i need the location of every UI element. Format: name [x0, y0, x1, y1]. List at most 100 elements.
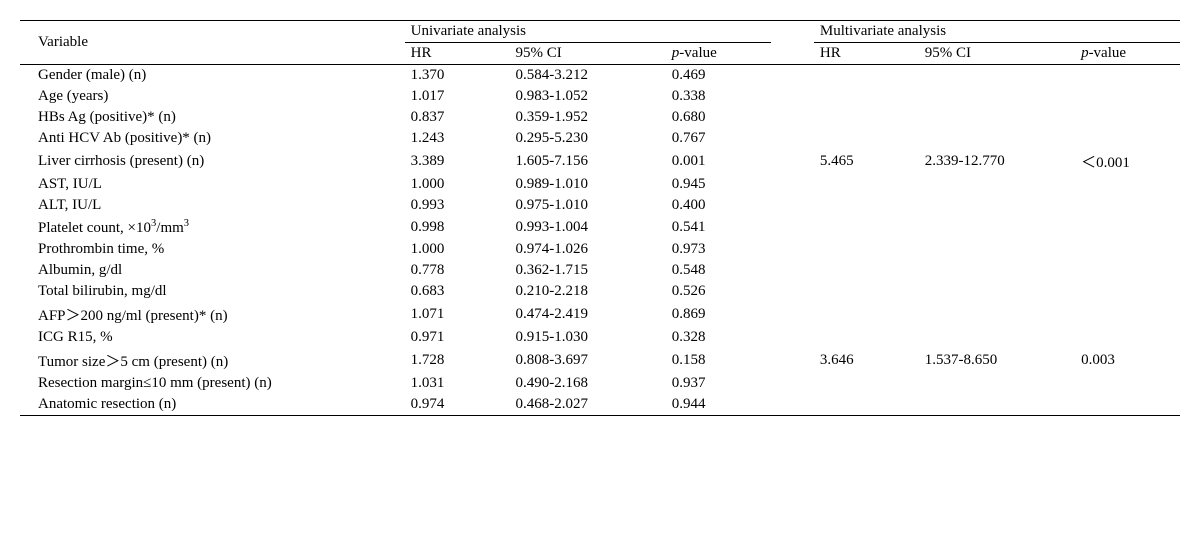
cell-uni-p: 0.973	[666, 239, 771, 260]
cell-multi-hr	[814, 327, 919, 348]
col-header-uni-ci: 95% CI	[510, 43, 666, 65]
cell-uni-hr: 0.998	[405, 216, 510, 239]
cell-variable: Anatomic resection (n)	[20, 394, 405, 416]
cell-uni-p: 0.869	[666, 302, 771, 327]
col-header-uni-hr: HR	[405, 43, 510, 65]
cell-variable: Platelet count, ×103/mm3	[20, 216, 405, 239]
cell-uni-p: 0.767	[666, 128, 771, 149]
cell-uni-ci: 0.584-3.212	[510, 65, 666, 87]
table-row: HBs Ag (positive)* (n)0.8370.359-1.9520.…	[20, 107, 1180, 128]
table-row: ICG R15, %0.9710.915-1.0300.328	[20, 327, 1180, 348]
table-body: Gender (male) (n)1.3700.584-3.2120.469Ag…	[20, 65, 1180, 416]
table-row: Total bilirubin, mg/dl0.6830.210-2.2180.…	[20, 281, 1180, 302]
cell-multi-hr	[814, 195, 919, 216]
table-row: Platelet count, ×103/mm30.9980.993-1.004…	[20, 216, 1180, 239]
cell-variable: Gender (male) (n)	[20, 65, 405, 87]
cell-multi-hr	[814, 128, 919, 149]
cell-uni-ci: 0.295-5.230	[510, 128, 666, 149]
cell-uni-hr: 0.974	[405, 394, 510, 416]
cell-multi-hr	[814, 107, 919, 128]
cell-multi-ci	[919, 86, 1075, 107]
cell-multi-p	[1075, 260, 1180, 281]
cell-uni-p: 0.945	[666, 174, 771, 195]
table-row: ALT, IU/L0.9930.975-1.0100.400	[20, 195, 1180, 216]
cell-uni-ci: 0.974-1.026	[510, 239, 666, 260]
cell-uni-p: 0.338	[666, 86, 771, 107]
col-group-univariate: Univariate analysis	[405, 21, 771, 43]
cell-multi-ci	[919, 216, 1075, 239]
cell-uni-hr: 0.993	[405, 195, 510, 216]
cell-multi-p	[1075, 128, 1180, 149]
cell-multi-ci: 2.339-12.770	[919, 149, 1075, 174]
cell-variable: Age (years)	[20, 86, 405, 107]
cell-gap	[771, 327, 814, 348]
cell-uni-ci: 1.605-7.156	[510, 149, 666, 174]
table-row: AST, IU/L1.0000.989-1.0100.945	[20, 174, 1180, 195]
cell-gap	[771, 348, 814, 373]
cell-multi-ci	[919, 281, 1075, 302]
table-row: Albumin, g/dl0.7780.362-1.7150.548	[20, 260, 1180, 281]
cell-uni-p: 0.944	[666, 394, 771, 416]
table-row: Gender (male) (n)1.3700.584-3.2120.469	[20, 65, 1180, 87]
cell-multi-p	[1075, 327, 1180, 348]
cell-gap	[771, 239, 814, 260]
cell-uni-p: 0.680	[666, 107, 771, 128]
cell-variable: AST, IU/L	[20, 174, 405, 195]
cell-gap	[771, 107, 814, 128]
cell-uni-hr: 0.971	[405, 327, 510, 348]
cell-gap	[771, 216, 814, 239]
cell-multi-p: 0.003	[1075, 348, 1180, 373]
cell-uni-hr: 0.683	[405, 281, 510, 302]
cell-uni-ci: 0.808-3.697	[510, 348, 666, 373]
cell-multi-hr	[814, 281, 919, 302]
cell-gap	[771, 86, 814, 107]
cell-multi-ci	[919, 107, 1075, 128]
cell-multi-ci	[919, 128, 1075, 149]
cell-multi-hr	[814, 394, 919, 416]
cell-multi-p	[1075, 195, 1180, 216]
table-row: Liver cirrhosis (present) (n)3.3891.605-…	[20, 149, 1180, 174]
col-header-multi-ci: 95% CI	[919, 43, 1075, 65]
cell-gap	[771, 65, 814, 87]
cell-multi-ci	[919, 239, 1075, 260]
cell-multi-p	[1075, 394, 1180, 416]
cell-uni-p: 0.158	[666, 348, 771, 373]
table-row: AFP＞200 ng/ml (present)* (n)1.0710.474-2…	[20, 302, 1180, 327]
cell-multi-p: ＜0.001	[1075, 149, 1180, 174]
col-header-uni-p: p-value	[666, 43, 771, 65]
cell-multi-hr	[814, 174, 919, 195]
cell-uni-ci: 0.359-1.952	[510, 107, 666, 128]
cell-uni-hr: 1.031	[405, 373, 510, 394]
cell-uni-ci: 0.362-1.715	[510, 260, 666, 281]
cell-multi-ci	[919, 260, 1075, 281]
cell-multi-hr	[814, 373, 919, 394]
cell-uni-p: 0.469	[666, 65, 771, 87]
cell-uni-ci: 0.468-2.027	[510, 394, 666, 416]
cell-multi-ci	[919, 195, 1075, 216]
cell-uni-hr: 1.071	[405, 302, 510, 327]
cell-multi-ci	[919, 373, 1075, 394]
cell-multi-hr	[814, 302, 919, 327]
cell-uni-hr: 1.000	[405, 239, 510, 260]
cell-multi-hr	[814, 260, 919, 281]
col-gap	[771, 21, 814, 65]
cell-multi-ci	[919, 394, 1075, 416]
cell-variable: AFP＞200 ng/ml (present)* (n)	[20, 302, 405, 327]
cell-uni-ci: 0.975-1.010	[510, 195, 666, 216]
cell-gap	[771, 302, 814, 327]
col-header-variable: Variable	[20, 21, 405, 65]
cell-uni-ci: 0.490-2.168	[510, 373, 666, 394]
cell-uni-hr: 1.370	[405, 65, 510, 87]
cell-uni-hr: 1.243	[405, 128, 510, 149]
cell-uni-hr: 1.000	[405, 174, 510, 195]
cell-multi-ci	[919, 65, 1075, 87]
cell-uni-hr: 0.837	[405, 107, 510, 128]
cell-multi-p	[1075, 216, 1180, 239]
cell-uni-p: 0.001	[666, 149, 771, 174]
cell-uni-ci: 0.983-1.052	[510, 86, 666, 107]
cell-variable: Albumin, g/dl	[20, 260, 405, 281]
cell-variable: Anti HCV Ab (positive)* (n)	[20, 128, 405, 149]
cell-uni-p: 0.328	[666, 327, 771, 348]
cell-gap	[771, 394, 814, 416]
cell-uni-p: 0.937	[666, 373, 771, 394]
